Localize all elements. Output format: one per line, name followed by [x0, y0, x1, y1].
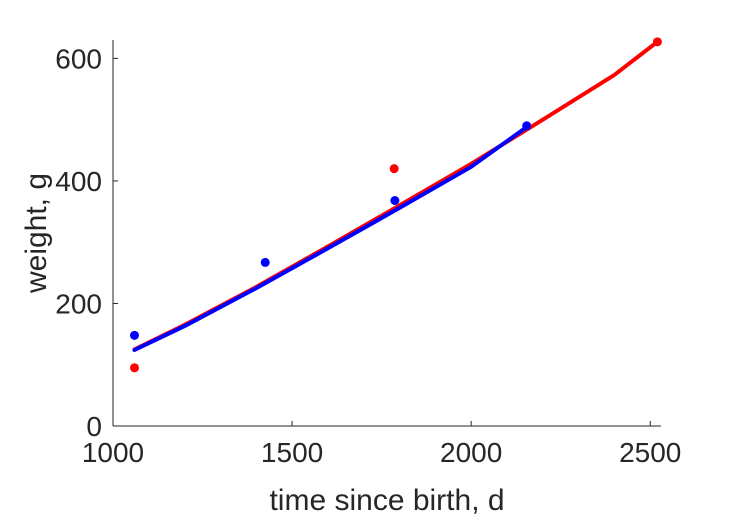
y-tick-label: 200 — [55, 288, 102, 319]
data-point-1-3 — [522, 121, 532, 131]
y-axis-label: weight, g — [20, 173, 53, 294]
y-ticks: 0 200 400 600 — [55, 43, 118, 442]
data-point-0-0 — [129, 363, 139, 373]
data-point-0-2 — [652, 37, 662, 47]
fit-line-1 — [132, 125, 529, 352]
x-tick-label: 1500 — [261, 437, 323, 468]
x-tick-label: 1000 — [82, 437, 144, 468]
x-tick-label: 2000 — [440, 437, 502, 468]
data-point-0-1 — [389, 164, 399, 174]
data-point-1-2 — [390, 196, 400, 206]
x-axis-label: time since birth, d — [269, 484, 504, 517]
y-tick-label: 400 — [55, 166, 102, 197]
x-tick-label: 2500 — [619, 437, 681, 468]
fit-line-0 — [132, 39, 660, 352]
axes — [112, 40, 661, 427]
data-point-1-1 — [260, 257, 270, 267]
data-point-1-0 — [129, 330, 139, 340]
x-ticks: 1000 1500 2000 2500 — [82, 421, 681, 468]
plot-area — [129, 37, 662, 373]
y-tick-label: 600 — [55, 43, 102, 74]
y-tick-label: 0 — [86, 411, 102, 442]
